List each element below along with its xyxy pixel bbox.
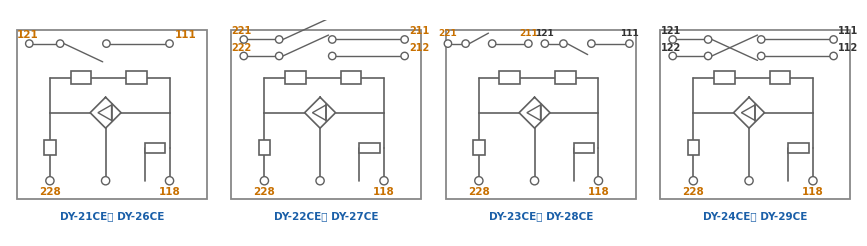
Circle shape bbox=[329, 52, 336, 60]
Bar bbox=[446, 30, 636, 199]
Text: 118: 118 bbox=[373, 187, 394, 197]
Bar bbox=[17, 30, 206, 199]
Text: 221: 221 bbox=[439, 29, 457, 38]
Circle shape bbox=[276, 36, 283, 43]
Circle shape bbox=[704, 36, 712, 43]
Circle shape bbox=[316, 177, 324, 185]
Circle shape bbox=[462, 40, 469, 47]
Text: 121: 121 bbox=[16, 30, 38, 40]
Bar bbox=[714, 71, 734, 84]
Circle shape bbox=[626, 40, 633, 47]
Circle shape bbox=[830, 36, 838, 43]
Bar bbox=[231, 30, 421, 199]
Text: 221: 221 bbox=[231, 26, 251, 36]
Bar bbox=[44, 140, 55, 155]
Text: 112: 112 bbox=[838, 43, 858, 53]
Circle shape bbox=[260, 177, 269, 185]
Text: 111: 111 bbox=[620, 29, 639, 38]
Bar bbox=[145, 143, 166, 153]
Text: 121: 121 bbox=[661, 26, 681, 36]
Text: 228: 228 bbox=[39, 187, 61, 197]
Circle shape bbox=[758, 36, 765, 43]
Text: 118: 118 bbox=[159, 187, 180, 197]
Bar bbox=[285, 71, 306, 84]
Text: 212: 212 bbox=[409, 43, 429, 53]
Text: 222: 222 bbox=[231, 43, 251, 53]
Text: DY-21CE， DY-26CE: DY-21CE， DY-26CE bbox=[60, 211, 164, 221]
Circle shape bbox=[444, 40, 452, 47]
Circle shape bbox=[704, 52, 712, 60]
Circle shape bbox=[541, 40, 549, 47]
Circle shape bbox=[745, 177, 753, 185]
Circle shape bbox=[240, 36, 247, 43]
Text: DY-24CE， DY-29CE: DY-24CE， DY-29CE bbox=[703, 211, 807, 221]
Bar bbox=[258, 140, 270, 155]
Circle shape bbox=[26, 40, 33, 47]
Circle shape bbox=[46, 177, 54, 185]
Circle shape bbox=[595, 177, 603, 185]
Text: 121: 121 bbox=[536, 29, 554, 38]
Bar bbox=[688, 140, 699, 155]
Text: 228: 228 bbox=[253, 187, 275, 197]
Text: 118: 118 bbox=[588, 187, 610, 197]
Bar bbox=[70, 71, 91, 84]
Bar bbox=[127, 71, 147, 84]
Circle shape bbox=[669, 52, 676, 60]
Text: 228: 228 bbox=[682, 187, 704, 197]
Bar bbox=[359, 143, 380, 153]
Text: 118: 118 bbox=[802, 187, 824, 197]
Circle shape bbox=[380, 177, 388, 185]
Text: DY-23CE， DY-28CE: DY-23CE， DY-28CE bbox=[488, 211, 593, 221]
Circle shape bbox=[669, 36, 676, 43]
Circle shape bbox=[531, 177, 538, 185]
Circle shape bbox=[240, 52, 247, 60]
Text: 211: 211 bbox=[409, 26, 429, 36]
Bar bbox=[341, 71, 362, 84]
Bar bbox=[574, 143, 595, 153]
Circle shape bbox=[588, 40, 595, 47]
Circle shape bbox=[758, 52, 765, 60]
Circle shape bbox=[809, 177, 817, 185]
Bar bbox=[473, 140, 485, 155]
Circle shape bbox=[560, 40, 567, 47]
Circle shape bbox=[830, 52, 838, 60]
Circle shape bbox=[689, 177, 697, 185]
Circle shape bbox=[101, 177, 110, 185]
Text: 111: 111 bbox=[838, 26, 858, 36]
Bar bbox=[555, 71, 576, 84]
Circle shape bbox=[525, 40, 532, 47]
Circle shape bbox=[56, 40, 64, 47]
Text: 122: 122 bbox=[661, 43, 681, 53]
Circle shape bbox=[166, 177, 173, 185]
Circle shape bbox=[475, 177, 483, 185]
Circle shape bbox=[276, 52, 283, 60]
Bar bbox=[661, 30, 850, 199]
Text: DY-22CE， DY-27CE: DY-22CE， DY-27CE bbox=[274, 211, 379, 221]
Circle shape bbox=[488, 40, 496, 47]
Bar bbox=[788, 143, 809, 153]
Circle shape bbox=[401, 36, 408, 43]
Circle shape bbox=[166, 40, 173, 47]
Text: 111: 111 bbox=[175, 30, 197, 40]
Text: 228: 228 bbox=[468, 187, 490, 197]
Circle shape bbox=[401, 52, 408, 60]
Circle shape bbox=[102, 40, 110, 47]
Text: 211: 211 bbox=[519, 29, 538, 38]
Bar bbox=[499, 71, 520, 84]
Circle shape bbox=[329, 36, 336, 43]
Bar bbox=[770, 71, 791, 84]
